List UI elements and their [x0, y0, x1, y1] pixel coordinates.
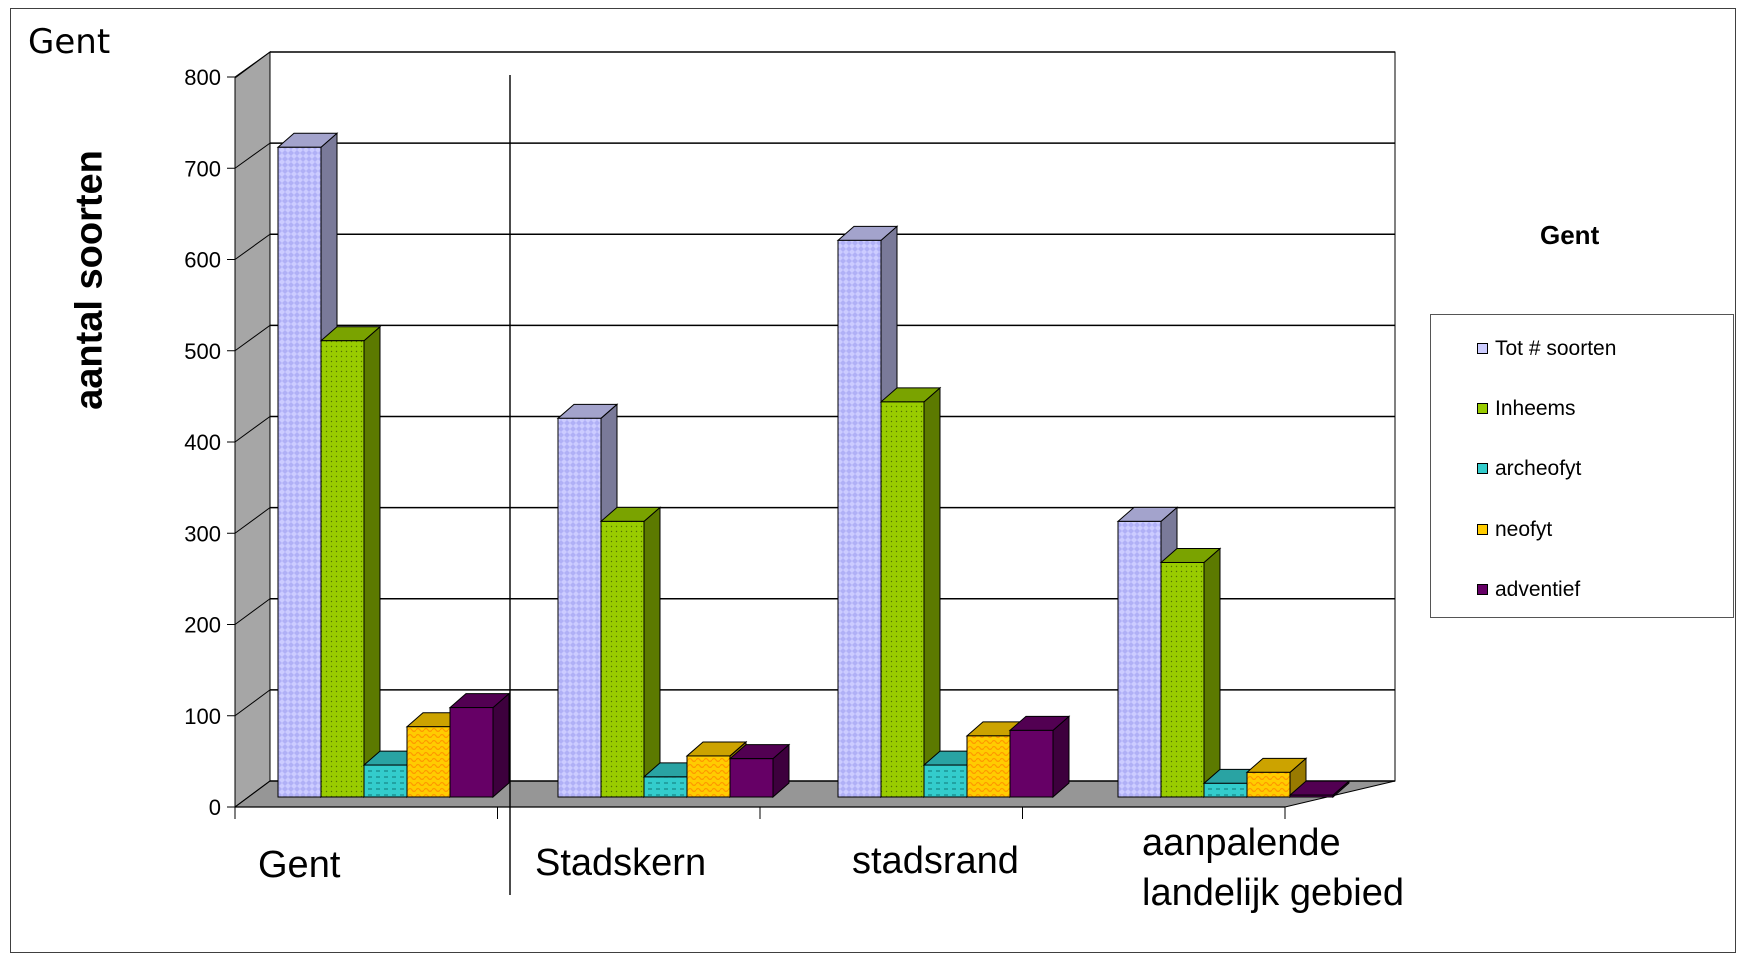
- legend-item-tot: Tot # soorten: [1477, 337, 1617, 361]
- legend-item-inheems: Inheems: [1477, 397, 1576, 421]
- gridline-side: [234, 689, 271, 717]
- bar-front: [600, 520, 645, 798]
- bar-front: [277, 146, 322, 798]
- bar-front: [363, 764, 408, 798]
- bar-front: [643, 776, 688, 798]
- category-label-stadsrand: stadsrand: [852, 836, 1019, 886]
- y-tick-label: 0: [209, 795, 221, 820]
- bar: [448, 692, 511, 799]
- bar: [879, 386, 942, 799]
- bar-front: [729, 758, 774, 798]
- legend-label: adventief: [1495, 578, 1581, 601]
- legend-label: Inheems: [1495, 397, 1576, 420]
- bar-front: [1203, 782, 1248, 798]
- legend-swatch-adventief: [1477, 584, 1488, 595]
- bar-front: [966, 735, 1011, 798]
- chart-walls: [233, 51, 1396, 808]
- bar: [728, 743, 791, 799]
- bar: [599, 506, 662, 799]
- gridline-side: [234, 780, 271, 808]
- bar-side: [923, 386, 941, 799]
- y-tick-label: 400: [184, 430, 221, 455]
- bar: [1159, 547, 1222, 799]
- bar-side: [1203, 547, 1221, 799]
- bar-side: [643, 506, 661, 799]
- category-label-gent: Gent: [258, 840, 340, 890]
- bar-front: [1117, 520, 1162, 798]
- y-tick-label: 600: [184, 248, 221, 273]
- chart-bars: [276, 132, 1351, 799]
- y-tick-label: 700: [184, 156, 221, 181]
- y-axis-ticks: 0 100 200 300 400 500 600 700 800: [184, 65, 1286, 820]
- gridline-side: [234, 507, 271, 534]
- legend-label: neofyt: [1495, 518, 1553, 541]
- bar-front: [1289, 794, 1334, 798]
- chart-gridlines: [234, 51, 1395, 808]
- legend-label: archeofyt: [1495, 457, 1582, 480]
- legend-title: Gent: [1540, 220, 1600, 250]
- bar: [1288, 780, 1351, 799]
- bar-front: [686, 755, 731, 798]
- y-axis-label: aantal soorten: [68, 150, 111, 410]
- bar-side: [363, 325, 381, 799]
- legend-item-archeofyt: archeofyt: [1477, 457, 1582, 481]
- y-tick-label: 300: [184, 521, 221, 546]
- category-label-line: aanpalende: [1142, 822, 1341, 864]
- bar-front: [320, 340, 365, 798]
- legend-item-neofyt: neofyt: [1477, 518, 1553, 542]
- gridline-side: [234, 324, 271, 352]
- legend-swatch-inheems: [1477, 403, 1488, 414]
- bar: [1245, 757, 1308, 799]
- category-label-stadskern: Stadskern: [535, 838, 706, 888]
- category-label-line: landelijk gebied: [1142, 872, 1404, 914]
- gridline-side: [234, 598, 271, 625]
- chart-frame: [10, 8, 1736, 953]
- legend-label: Tot # soorten: [1495, 337, 1617, 360]
- y-tick-label: 200: [184, 613, 221, 638]
- category-label-line: stadsrand: [852, 840, 1019, 882]
- gridline-side: [234, 416, 271, 443]
- gridline-side: [234, 51, 271, 78]
- bar-front: [1009, 729, 1054, 798]
- bar-front: [837, 239, 882, 798]
- bar: [1008, 715, 1071, 799]
- y-tick-label: 100: [184, 704, 221, 729]
- legend-swatch-neofyt: [1477, 524, 1488, 535]
- category-label-landelijk: aanpalende landelijk gebied: [1142, 818, 1404, 918]
- y-tick-label: 800: [184, 65, 221, 90]
- chart-corner-title: Gent: [28, 22, 111, 62]
- bar-front: [880, 401, 925, 798]
- y-tick-label: 500: [184, 339, 221, 364]
- bar: [319, 325, 382, 799]
- legend-item-adventief: adventief: [1477, 578, 1581, 602]
- category-label-line: Gent: [258, 844, 341, 886]
- bar-side: [492, 692, 510, 799]
- legend-swatch-tot: [1477, 343, 1488, 354]
- gridline-side: [234, 142, 271, 169]
- bar-front: [1246, 771, 1291, 798]
- category-label-line: Stadskern: [535, 842, 707, 884]
- legend: Tot # soorten Inheems archeofyt neofyt a…: [1430, 314, 1734, 618]
- bar-front: [406, 726, 451, 798]
- bar-front: [923, 764, 968, 798]
- bar-front: [1160, 561, 1205, 798]
- bar-front: [557, 417, 602, 798]
- legend-swatch-archeofyt: [1477, 463, 1488, 474]
- gridline-side: [234, 233, 271, 260]
- bar-front: [449, 707, 494, 798]
